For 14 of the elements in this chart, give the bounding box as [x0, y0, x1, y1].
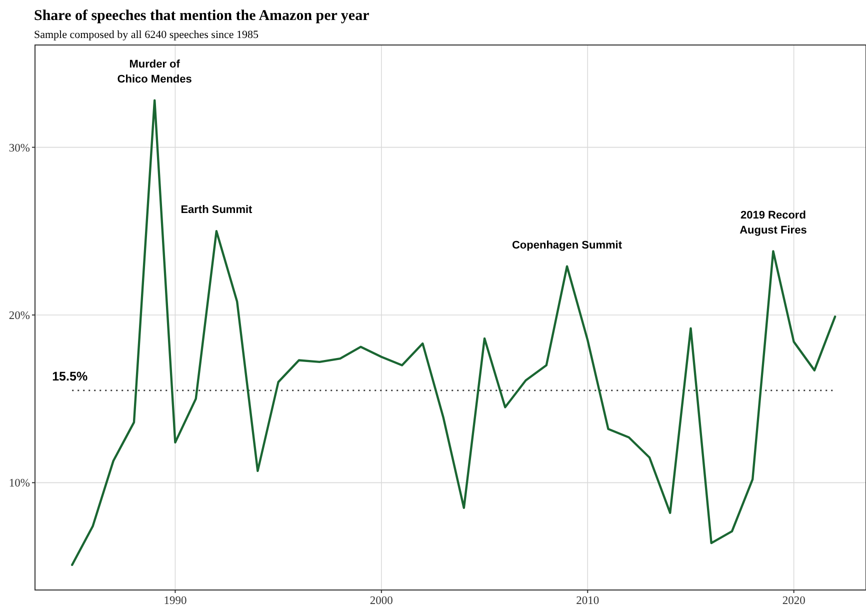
chart-subtitle: Sample composed by all 6240 speeches since 1985 — [34, 29, 260, 41]
annotation: 2019 Record August Fires — [740, 209, 807, 236]
x-tick-label: 1990 — [164, 595, 187, 607]
x-tick-label: 2000 — [370, 595, 394, 607]
annotation: Copenhagen Summit — [512, 239, 622, 252]
x-tick-label: 2020 — [782, 595, 806, 607]
chart-title: Share of speeches that mention the Amazon per year — [34, 8, 370, 24]
annotation: Murder of Chico Mendes — [117, 58, 192, 86]
annotation: Earth Summit — [180, 204, 253, 216]
ref-line-label: 15.5% — [52, 369, 88, 384]
y-tick-label: 20% — [8, 310, 30, 322]
y-tick-label: 30% — [8, 142, 30, 154]
x-tick-label: 2010 — [576, 595, 600, 607]
y-tick-label: 10% — [8, 478, 30, 490]
